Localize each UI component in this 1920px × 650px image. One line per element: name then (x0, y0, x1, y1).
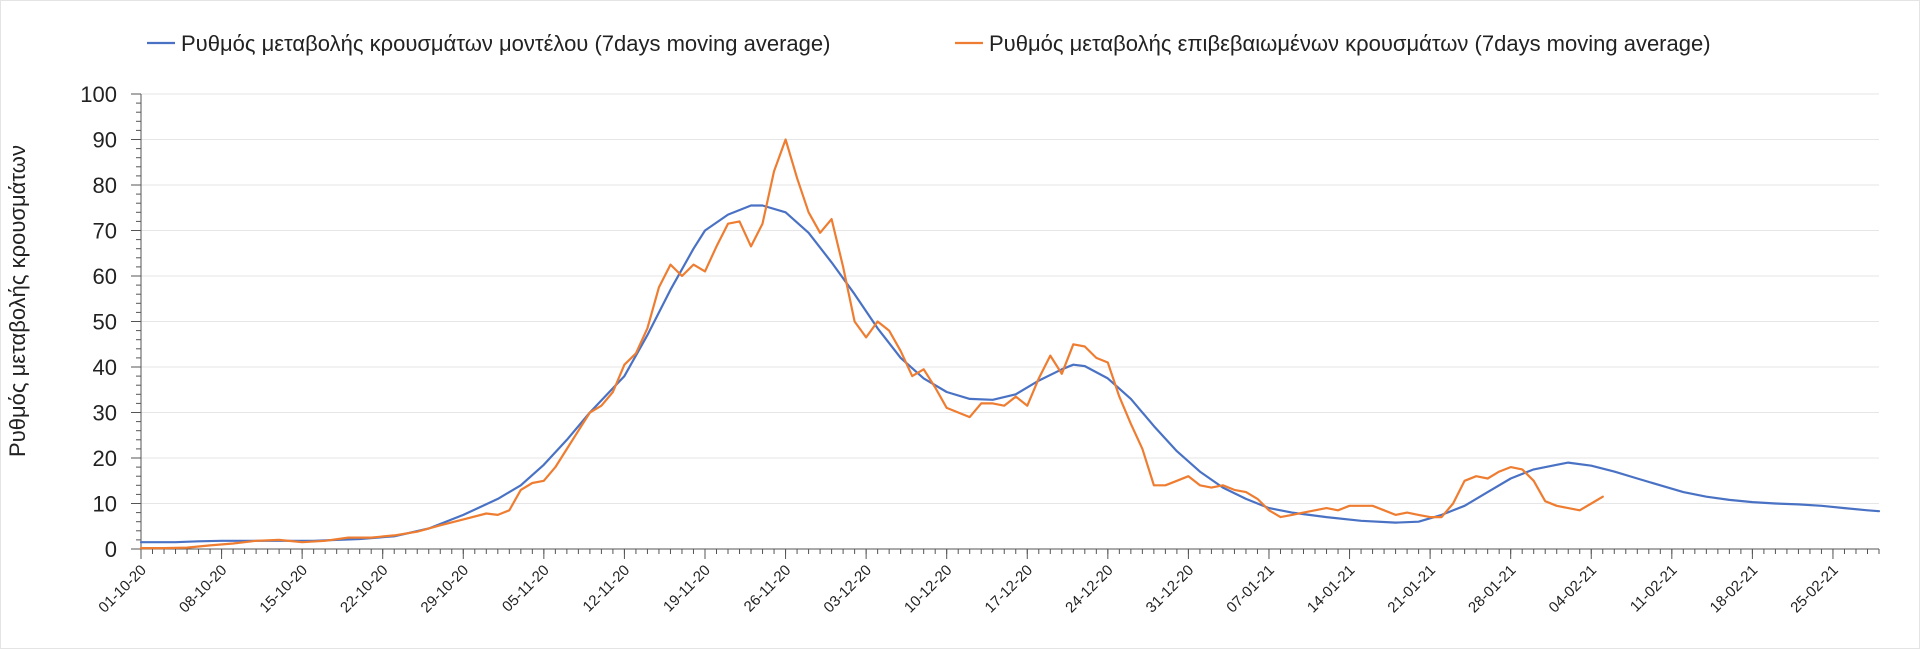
y-tick-label: 10 (93, 492, 117, 517)
x-tick-label: 01-10-20 (95, 562, 149, 616)
x-tick-label: 12-11-20 (580, 562, 634, 616)
x-tick-label: 17-12-20 (982, 562, 1036, 616)
y-tick-label: 0 (105, 537, 117, 562)
y-tick-label: 60 (93, 264, 117, 289)
y-tick-label: 30 (93, 401, 117, 426)
x-tick-label: 28-01-21 (1465, 562, 1519, 616)
x-tick-label: 22-10-20 (337, 562, 391, 616)
y-tick-label: 40 (93, 355, 117, 380)
y-tick-label: 80 (93, 173, 117, 198)
x-tick-label: 08-10-20 (176, 562, 230, 616)
x-tick-label: 24-12-20 (1062, 562, 1116, 616)
x-tick-label: 03-12-20 (820, 562, 874, 616)
x-tick-label: 11-02-21 (1627, 562, 1681, 616)
x-tick-label: 07-01-21 (1223, 562, 1277, 616)
x-tick-label: 31-12-20 (1143, 562, 1197, 616)
x-tick-label: 29-10-20 (418, 562, 472, 616)
x-tick-label: 14-01-21 (1304, 562, 1358, 616)
y-tick-label: 50 (93, 310, 117, 335)
y-tick-label: 70 (93, 219, 117, 244)
legend-entry-label: Ρυθμός μεταβολής κρουσμάτων μοντέλου (7d… (181, 31, 830, 56)
series-line-confirmed (139, 138, 1604, 550)
x-tick-label: 05-11-20 (499, 562, 553, 616)
y-tick-label: 100 (80, 82, 117, 107)
x-tick-label: 15-10-20 (256, 562, 310, 616)
x-tick-label: 04-02-21 (1546, 562, 1600, 616)
x-tick-label: 26-11-20 (741, 562, 795, 616)
y-tick-label: 90 (93, 128, 117, 153)
x-tick-label: 10-12-20 (901, 562, 955, 616)
series-line-model (139, 204, 1881, 544)
x-tick-label: 18-02-21 (1707, 562, 1761, 616)
x-tick-label: 25-02-21 (1787, 562, 1841, 616)
y-tick-label: 20 (93, 446, 117, 471)
axes: 0 10 20 30 40 50 60 70 80 90 100 01-10-20 08-10-20 15… (80, 82, 1880, 616)
legend: Ρυθμός μεταβολής κρουσμάτων μοντέλου (7d… (147, 31, 1711, 56)
gridlines (141, 93, 1879, 504)
series-lines (139, 138, 1881, 550)
legend-entry-label: Ρυθμός μεταβολής επιβεβαιωμένων κρουσμάτ… (989, 31, 1711, 56)
x-tick-label: 21-01-21 (1384, 562, 1438, 616)
x-tick-label: 19-11-20 (660, 562, 714, 616)
y-axis-label: Ρυθμός μεταβολής κρουσμάτων (5, 145, 30, 457)
